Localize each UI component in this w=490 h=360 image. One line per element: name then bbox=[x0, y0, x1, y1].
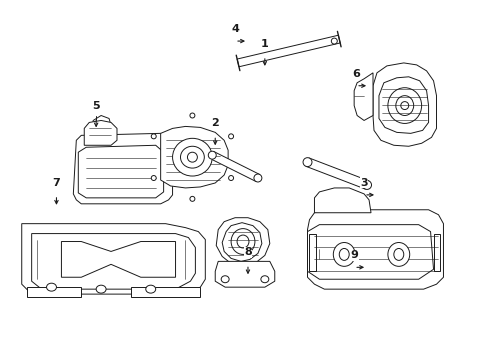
Ellipse shape bbox=[401, 102, 409, 109]
Polygon shape bbox=[354, 73, 373, 121]
Ellipse shape bbox=[229, 134, 234, 139]
Text: 3: 3 bbox=[360, 178, 368, 188]
Text: 6: 6 bbox=[352, 69, 360, 79]
Ellipse shape bbox=[96, 285, 106, 293]
Ellipse shape bbox=[394, 248, 404, 260]
Text: 2: 2 bbox=[211, 118, 219, 129]
Ellipse shape bbox=[190, 196, 195, 201]
Ellipse shape bbox=[229, 176, 234, 180]
Polygon shape bbox=[84, 121, 117, 145]
Polygon shape bbox=[379, 77, 429, 133]
Polygon shape bbox=[373, 63, 437, 146]
Polygon shape bbox=[310, 234, 317, 271]
Ellipse shape bbox=[190, 113, 195, 118]
Polygon shape bbox=[74, 133, 172, 204]
Polygon shape bbox=[211, 152, 260, 181]
Ellipse shape bbox=[331, 38, 337, 44]
Polygon shape bbox=[78, 145, 164, 198]
Polygon shape bbox=[222, 223, 262, 261]
Ellipse shape bbox=[180, 146, 204, 168]
Polygon shape bbox=[22, 224, 205, 294]
Ellipse shape bbox=[208, 151, 216, 159]
Ellipse shape bbox=[231, 229, 255, 255]
Polygon shape bbox=[26, 287, 81, 297]
Polygon shape bbox=[308, 225, 434, 279]
Ellipse shape bbox=[363, 180, 371, 189]
Polygon shape bbox=[61, 242, 175, 277]
Ellipse shape bbox=[339, 248, 349, 260]
Polygon shape bbox=[315, 188, 371, 213]
Text: 1: 1 bbox=[261, 39, 269, 49]
Ellipse shape bbox=[151, 134, 156, 139]
Polygon shape bbox=[434, 234, 441, 271]
Polygon shape bbox=[131, 287, 200, 297]
Ellipse shape bbox=[237, 235, 249, 248]
Text: 7: 7 bbox=[52, 178, 60, 188]
Ellipse shape bbox=[188, 152, 197, 162]
Ellipse shape bbox=[303, 158, 312, 167]
Ellipse shape bbox=[172, 138, 212, 176]
Polygon shape bbox=[216, 218, 270, 266]
Polygon shape bbox=[237, 35, 340, 67]
Ellipse shape bbox=[388, 88, 421, 123]
Ellipse shape bbox=[396, 96, 414, 116]
Text: 5: 5 bbox=[92, 100, 100, 111]
Polygon shape bbox=[308, 210, 443, 289]
Ellipse shape bbox=[151, 176, 156, 180]
Ellipse shape bbox=[388, 243, 410, 266]
Text: 4: 4 bbox=[231, 24, 239, 34]
Polygon shape bbox=[306, 158, 368, 189]
Polygon shape bbox=[215, 261, 275, 287]
Ellipse shape bbox=[146, 285, 156, 293]
Ellipse shape bbox=[254, 174, 262, 182]
Ellipse shape bbox=[47, 283, 56, 291]
Polygon shape bbox=[32, 234, 196, 289]
Polygon shape bbox=[92, 116, 111, 133]
Polygon shape bbox=[161, 126, 228, 188]
Ellipse shape bbox=[221, 276, 229, 283]
Text: 9: 9 bbox=[350, 250, 358, 260]
Ellipse shape bbox=[333, 243, 355, 266]
Text: 8: 8 bbox=[244, 247, 252, 257]
Ellipse shape bbox=[261, 276, 269, 283]
